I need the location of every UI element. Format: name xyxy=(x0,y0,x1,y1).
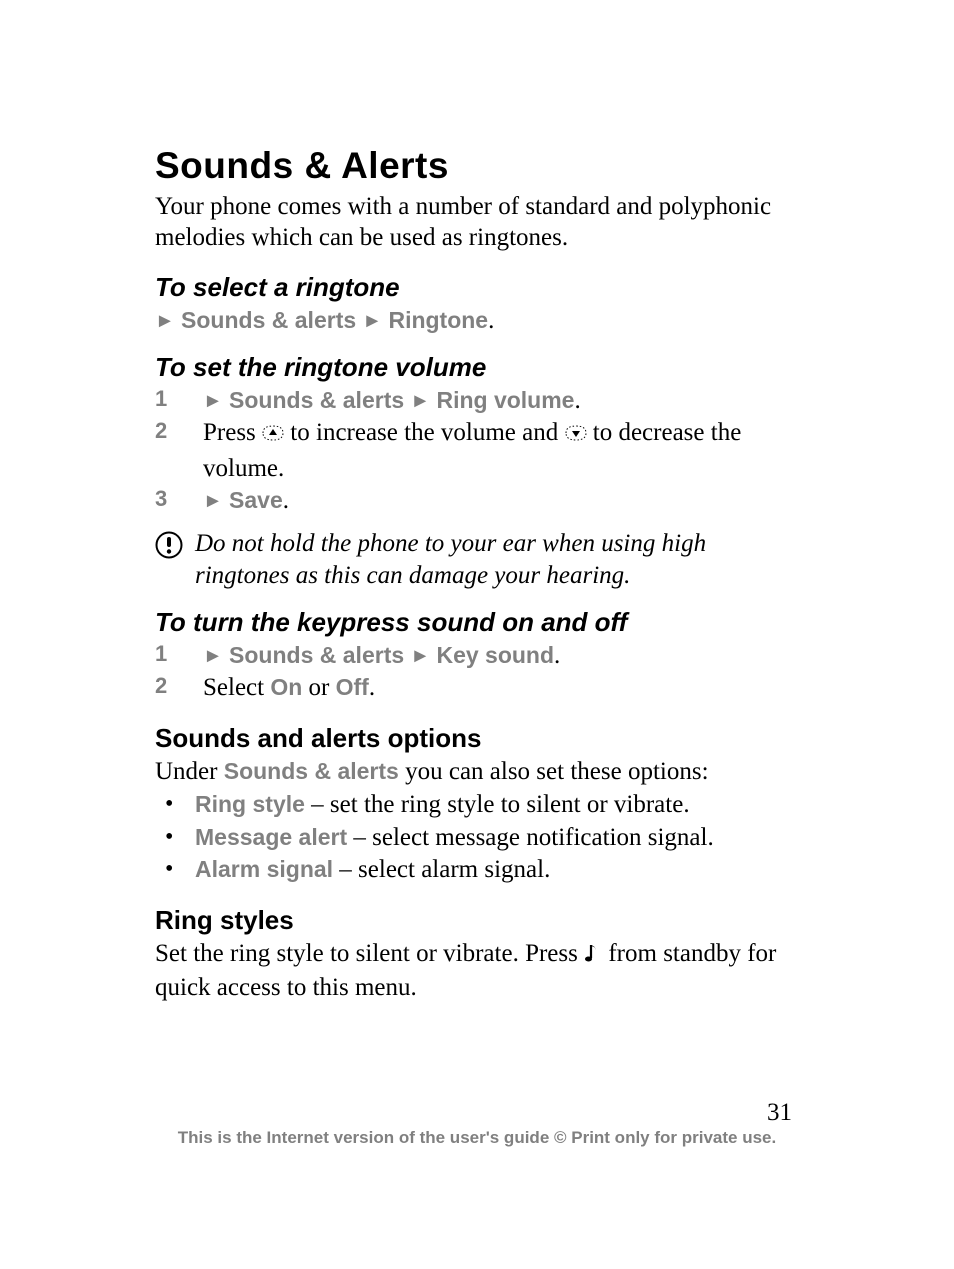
menu-label: Sounds & alerts xyxy=(224,758,399,784)
menu-label: Ring style xyxy=(195,791,305,817)
menu-label: Key sound xyxy=(436,642,554,668)
footer-text: This is the Internet version of the user… xyxy=(0,1128,954,1148)
menu-label: Alarm signal xyxy=(195,856,333,882)
bullet-dot: • xyxy=(165,854,195,887)
bullet-row: • Message alert – select message notific… xyxy=(155,822,799,855)
nav-arrow-icon: ► xyxy=(410,645,430,667)
bullet-body: Alarm signal – select alarm signal. xyxy=(195,854,799,887)
intro-text: Your phone comes with a number of standa… xyxy=(155,191,799,254)
bullet-desc: – set the ring style to silent or vibrat… xyxy=(305,791,690,818)
bullet-body: Ring style – set the ring style to silen… xyxy=(195,789,799,822)
menu-label: Save xyxy=(229,487,283,513)
period: . xyxy=(283,487,289,514)
step-row: 1 ► Sounds & alerts ► Key sound. xyxy=(155,640,799,673)
menu-label: Message alert xyxy=(195,824,347,850)
bullet-row: • Ring style – set the ring style to sil… xyxy=(155,789,799,822)
bullet-row: • Alarm signal – select alarm signal. xyxy=(155,854,799,887)
text: Under xyxy=(155,758,224,785)
step-body: ► Save. xyxy=(203,485,799,518)
nav-arrow-icon: ► xyxy=(203,490,223,512)
step-text: Select xyxy=(203,674,270,701)
bullet-desc: – select alarm signal. xyxy=(333,856,550,883)
step-text: Press xyxy=(203,419,262,446)
bullet-dot: • xyxy=(165,822,195,855)
menu-label: Ringtone xyxy=(388,307,488,333)
text: you can also set these options: xyxy=(399,758,709,785)
bullet-desc: – select message notification signal. xyxy=(347,824,714,851)
step-number: 3 xyxy=(155,485,203,518)
step-row: 2 Select On or Off. xyxy=(155,672,799,705)
menu-label: Sounds & alerts xyxy=(229,642,404,668)
warning-block: Do not hold the phone to your ear when u… xyxy=(155,528,799,593)
subheading-ring-styles: Ring styles xyxy=(155,905,799,936)
bullet-dot: • xyxy=(165,789,195,822)
nav-arrow-icon: ► xyxy=(362,310,382,332)
nav-path: ► Sounds & alerts ► Ringtone. xyxy=(155,305,799,336)
period: . xyxy=(488,307,494,334)
nav-arrow-icon: ► xyxy=(203,390,223,412)
step-row: 3 ► Save. xyxy=(155,485,799,518)
step-number: 2 xyxy=(155,672,203,705)
warning-text: Do not hold the phone to your ear when u… xyxy=(195,528,799,593)
text: Set the ring style to silent or vibrate.… xyxy=(155,940,584,967)
step-number: 2 xyxy=(155,417,203,485)
bullet-body: Message alert – select message notificat… xyxy=(195,822,799,855)
warning-icon xyxy=(155,528,195,593)
nav-arrow-icon: ► xyxy=(410,390,430,412)
nav-arrow-icon: ► xyxy=(155,310,175,332)
step-body: ► Sounds & alerts ► Key sound. xyxy=(203,640,799,673)
step-number: 1 xyxy=(155,385,203,418)
subheading-ringtone-volume: To set the ringtone volume xyxy=(155,352,799,383)
menu-label: Off xyxy=(336,674,369,700)
step-row: 1 ► Sounds & alerts ► Ring volume. xyxy=(155,385,799,418)
step-body: ► Sounds & alerts ► Ring volume. xyxy=(203,385,799,418)
menu-label: Sounds & alerts xyxy=(181,307,356,333)
options-intro: Under Sounds & alerts you can also set t… xyxy=(155,756,799,787)
step-body: Press to increase the volume and to decr… xyxy=(203,417,799,485)
menu-label: On xyxy=(270,674,302,700)
nav-down-key-icon xyxy=(565,420,587,453)
menu-label: Sounds & alerts xyxy=(229,387,404,413)
step-number: 1 xyxy=(155,640,203,673)
step-row: 2 Press to increase the volume and to de… xyxy=(155,417,799,485)
period: . xyxy=(574,387,580,414)
step-body: Select On or Off. xyxy=(203,672,799,705)
section-title: Sounds & Alerts xyxy=(155,145,799,187)
music-note-icon xyxy=(584,941,602,972)
subheading-keypress-sound: To turn the keypress sound on and off xyxy=(155,607,799,638)
period: . xyxy=(554,642,560,669)
subheading-select-ringtone: To select a ringtone xyxy=(155,272,799,303)
period: . xyxy=(369,674,375,701)
nav-arrow-icon: ► xyxy=(203,645,223,667)
subheading-options: Sounds and alerts options xyxy=(155,723,799,754)
page-number: 31 xyxy=(767,1099,792,1127)
step-text: to increase the volume and xyxy=(284,419,564,446)
step-text: or xyxy=(302,674,335,701)
nav-up-key-icon xyxy=(262,420,284,453)
menu-label: Ring volume xyxy=(436,387,574,413)
ring-styles-text: Set the ring style to silent or vibrate.… xyxy=(155,938,799,1004)
